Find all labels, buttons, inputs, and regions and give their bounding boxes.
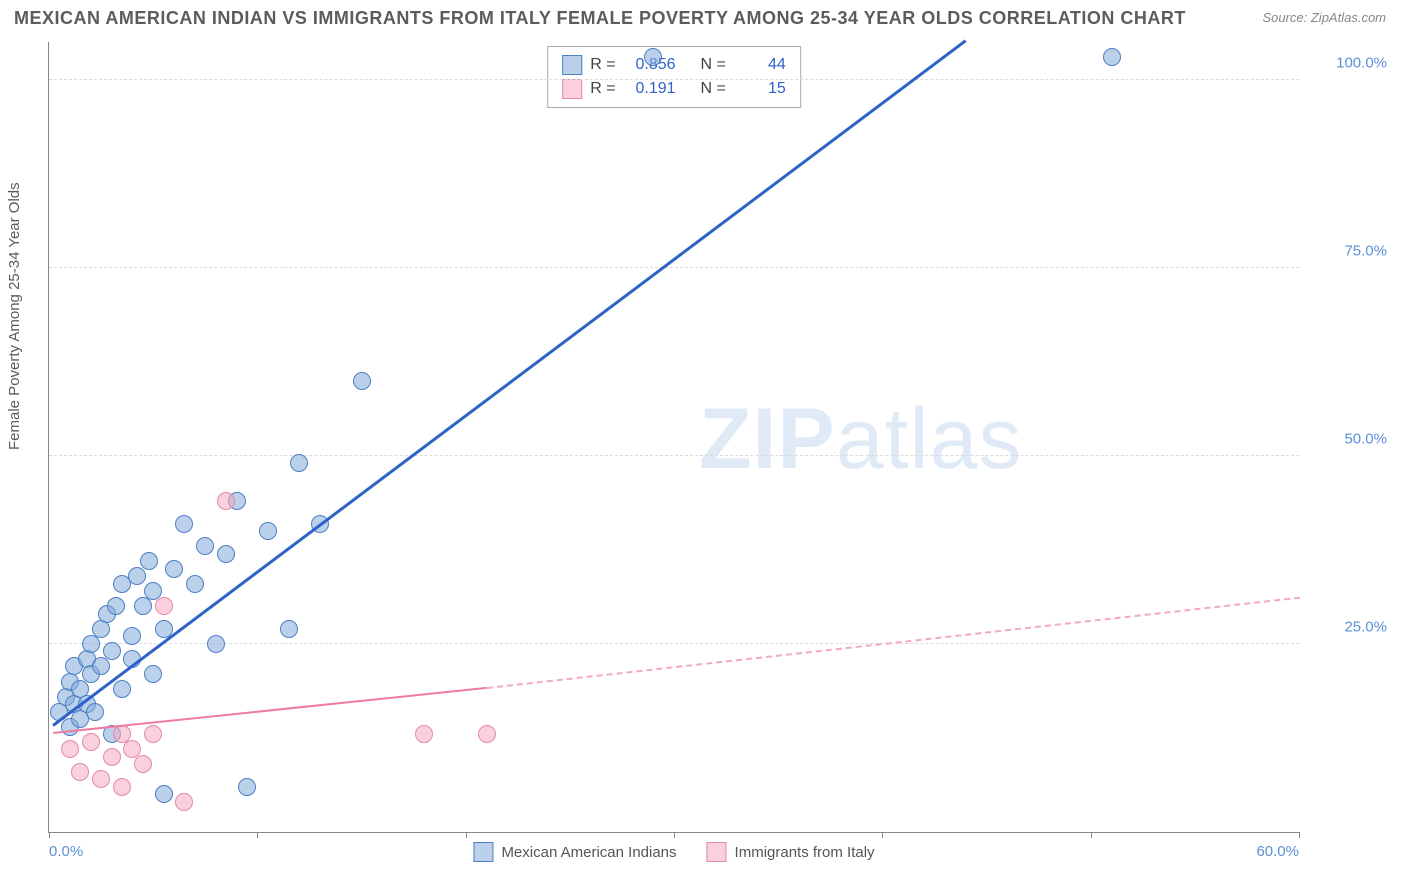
legend-item-series1: Mexican American Indians [473, 842, 676, 862]
data-point [82, 733, 100, 751]
swatch-icon [562, 55, 582, 75]
stats-row-series1: R = 0.856 N = 44 [562, 53, 786, 77]
data-point [353, 372, 371, 390]
swatch-icon [707, 842, 727, 862]
data-point [103, 748, 121, 766]
data-point [140, 552, 158, 570]
swatch-icon [473, 842, 493, 862]
r-value: 0.191 [624, 77, 676, 101]
x-tick [49, 832, 50, 838]
legend-label: Mexican American Indians [501, 844, 676, 861]
y-tick-label: 75.0% [1307, 242, 1387, 259]
x-tick-label: 60.0% [1256, 843, 1299, 860]
legend-item-series2: Immigrants from Italy [707, 842, 875, 862]
data-point [478, 725, 496, 743]
data-point [144, 665, 162, 683]
chart-title: MEXICAN AMERICAN INDIAN VS IMMIGRANTS FR… [14, 8, 1186, 29]
data-point [155, 597, 173, 615]
scatter-plot: ZIPatlas R = 0.856 N = 44 R = 0.191 N = … [48, 42, 1299, 833]
y-tick-label: 100.0% [1307, 54, 1387, 71]
data-point [103, 642, 121, 660]
r-label: R = [590, 53, 615, 77]
data-point [165, 560, 183, 578]
x-tick [674, 832, 675, 838]
n-label: N = [700, 77, 725, 101]
y-tick-label: 25.0% [1307, 618, 1387, 635]
y-tick-label: 50.0% [1307, 430, 1387, 447]
data-point [92, 770, 110, 788]
legend: Mexican American Indians Immigrants from… [473, 842, 874, 862]
data-point [71, 763, 89, 781]
x-tick [882, 832, 883, 838]
data-point [415, 725, 433, 743]
gridline [49, 643, 1299, 644]
x-tick [466, 832, 467, 838]
data-point [217, 545, 235, 563]
data-point [290, 454, 308, 472]
data-point [86, 703, 104, 721]
data-point [175, 515, 193, 533]
stats-box: R = 0.856 N = 44 R = 0.191 N = 15 [547, 46, 801, 108]
x-tick-label: 0.0% [49, 843, 83, 860]
data-point [644, 48, 662, 66]
n-label: N = [700, 53, 725, 77]
gridline [49, 79, 1299, 80]
x-tick [1299, 832, 1300, 838]
legend-label: Immigrants from Italy [735, 844, 875, 861]
data-point [113, 680, 131, 698]
data-point [186, 575, 204, 593]
data-point [1103, 48, 1121, 66]
y-axis-label: Female Poverty Among 25-34 Year Olds [6, 182, 23, 450]
data-point [128, 567, 146, 585]
data-point [123, 627, 141, 645]
data-point [144, 725, 162, 743]
data-point [134, 755, 152, 773]
gridline [49, 455, 1299, 456]
stats-row-series2: R = 0.191 N = 15 [562, 77, 786, 101]
data-point [92, 657, 110, 675]
data-point [280, 620, 298, 638]
data-point [113, 778, 131, 796]
x-tick [1091, 832, 1092, 838]
data-point [238, 778, 256, 796]
watermark: ZIPatlas [699, 390, 1022, 489]
data-point [82, 635, 100, 653]
gridline [49, 267, 1299, 268]
data-point [134, 597, 152, 615]
x-tick [257, 832, 258, 838]
trend-line [52, 39, 966, 726]
n-value: 15 [734, 77, 786, 101]
data-point [259, 522, 277, 540]
data-point [207, 635, 225, 653]
n-value: 44 [734, 53, 786, 77]
data-point [196, 537, 214, 555]
data-point [107, 597, 125, 615]
r-label: R = [590, 77, 615, 101]
data-point [61, 740, 79, 758]
source-label: Source: ZipAtlas.com [1262, 10, 1386, 25]
data-point [155, 785, 173, 803]
data-point [175, 793, 193, 811]
data-point [217, 492, 235, 510]
swatch-icon [562, 79, 582, 99]
